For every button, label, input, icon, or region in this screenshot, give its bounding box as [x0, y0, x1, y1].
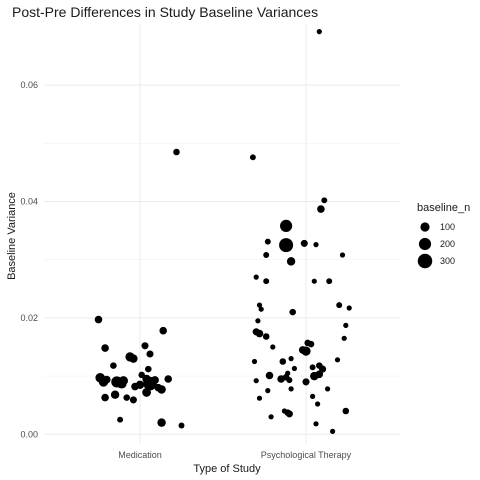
data-point: [256, 395, 263, 401]
data-point: [145, 365, 152, 373]
legend-label: 200: [440, 239, 455, 249]
data-point: [143, 376, 157, 391]
data-point: [302, 378, 310, 386]
data-point: [300, 239, 308, 247]
data-point: [258, 306, 264, 312]
data-point: [263, 252, 270, 258]
data-point: [131, 382, 139, 391]
data-point: [94, 315, 103, 324]
data-point: [279, 358, 287, 365]
data-point: [253, 274, 259, 280]
legend-key: [418, 237, 432, 251]
data-point: [309, 364, 316, 371]
data-point: [288, 386, 294, 392]
data-point: [141, 342, 149, 350]
data-point: [277, 375, 285, 383]
data-point: [129, 354, 138, 363]
y-tick-label: 0.06: [20, 80, 38, 90]
data-point: [98, 377, 109, 387]
y-tick-label: 0.04: [20, 196, 38, 206]
data-point: [110, 362, 117, 369]
data-point: [309, 393, 316, 400]
data-point: [265, 387, 271, 394]
data-point: [286, 257, 296, 266]
data-point: [286, 377, 293, 384]
x-tick-label: Psychological Therapy: [261, 450, 352, 460]
data-point: [334, 357, 341, 363]
data-point: [255, 329, 264, 338]
legend-label: 300: [440, 256, 455, 266]
data-point: [336, 302, 343, 309]
data-point: [307, 340, 315, 348]
data-point: [314, 401, 321, 407]
legend-title: baseline_n: [417, 202, 470, 214]
data-point: [117, 416, 124, 423]
y-axis-ticks: 0.00 0.02 0.04 0.06: [20, 80, 38, 439]
data-point: [146, 350, 154, 358]
data-point: [311, 278, 317, 284]
data-point: [129, 396, 137, 404]
x-tick-label: Medication: [118, 450, 162, 460]
y-tick-label: 0.02: [20, 313, 38, 323]
data-point: [101, 344, 109, 352]
data-point: [324, 386, 331, 392]
data-point: [263, 278, 270, 285]
data-points: [94, 28, 352, 435]
data-point: [164, 375, 172, 383]
data-point: [342, 407, 350, 415]
data-point: [142, 387, 152, 397]
data-point: [157, 418, 166, 427]
data-point: [265, 371, 274, 380]
data-point: [256, 302, 263, 308]
data-point: [321, 197, 328, 204]
data-point: [270, 344, 276, 350]
data-point: [346, 305, 352, 311]
x-axis-title: Type of Study: [193, 463, 261, 475]
data-point: [291, 365, 298, 372]
data-point: [255, 318, 261, 324]
data-point: [313, 241, 319, 248]
data-point: [110, 390, 120, 399]
data-point: [343, 322, 349, 329]
data-point: [298, 346, 307, 354]
data-point: [262, 333, 270, 340]
data-point: [157, 385, 166, 394]
grid: [44, 24, 400, 443]
data-point: [316, 28, 322, 35]
y-tick-label: 0.00: [20, 429, 38, 439]
data-point: [315, 370, 324, 379]
legend-key: [420, 222, 430, 232]
data-point: [253, 378, 259, 384]
data-point: [289, 308, 296, 316]
data-point: [341, 335, 347, 341]
legend: baseline_n 100 200 300: [417, 202, 470, 269]
data-point: [173, 148, 180, 156]
data-point: [264, 238, 271, 245]
data-point: [279, 238, 294, 253]
data-point: [178, 422, 185, 429]
data-point: [329, 428, 336, 435]
data-point: [251, 358, 258, 365]
data-point: [326, 278, 333, 285]
data-point: [249, 154, 256, 161]
data-point: [116, 378, 127, 389]
data-point: [288, 355, 294, 362]
x-axis-ticks: Medication Psychological Therapy: [118, 450, 351, 460]
data-point: [317, 205, 325, 213]
chart-title: Post-Pre Differences in Study Baseline V…: [12, 4, 318, 20]
data-point: [101, 393, 109, 402]
data-point: [123, 394, 130, 401]
data-point: [313, 421, 319, 427]
data-point: [285, 410, 293, 418]
legend-key: [417, 253, 433, 269]
data-point: [280, 219, 293, 232]
legend-label: 100: [440, 222, 455, 232]
data-point: [159, 326, 167, 335]
data-point: [339, 252, 346, 258]
y-axis-title: Baseline Variance: [6, 192, 18, 280]
data-point: [268, 414, 274, 420]
